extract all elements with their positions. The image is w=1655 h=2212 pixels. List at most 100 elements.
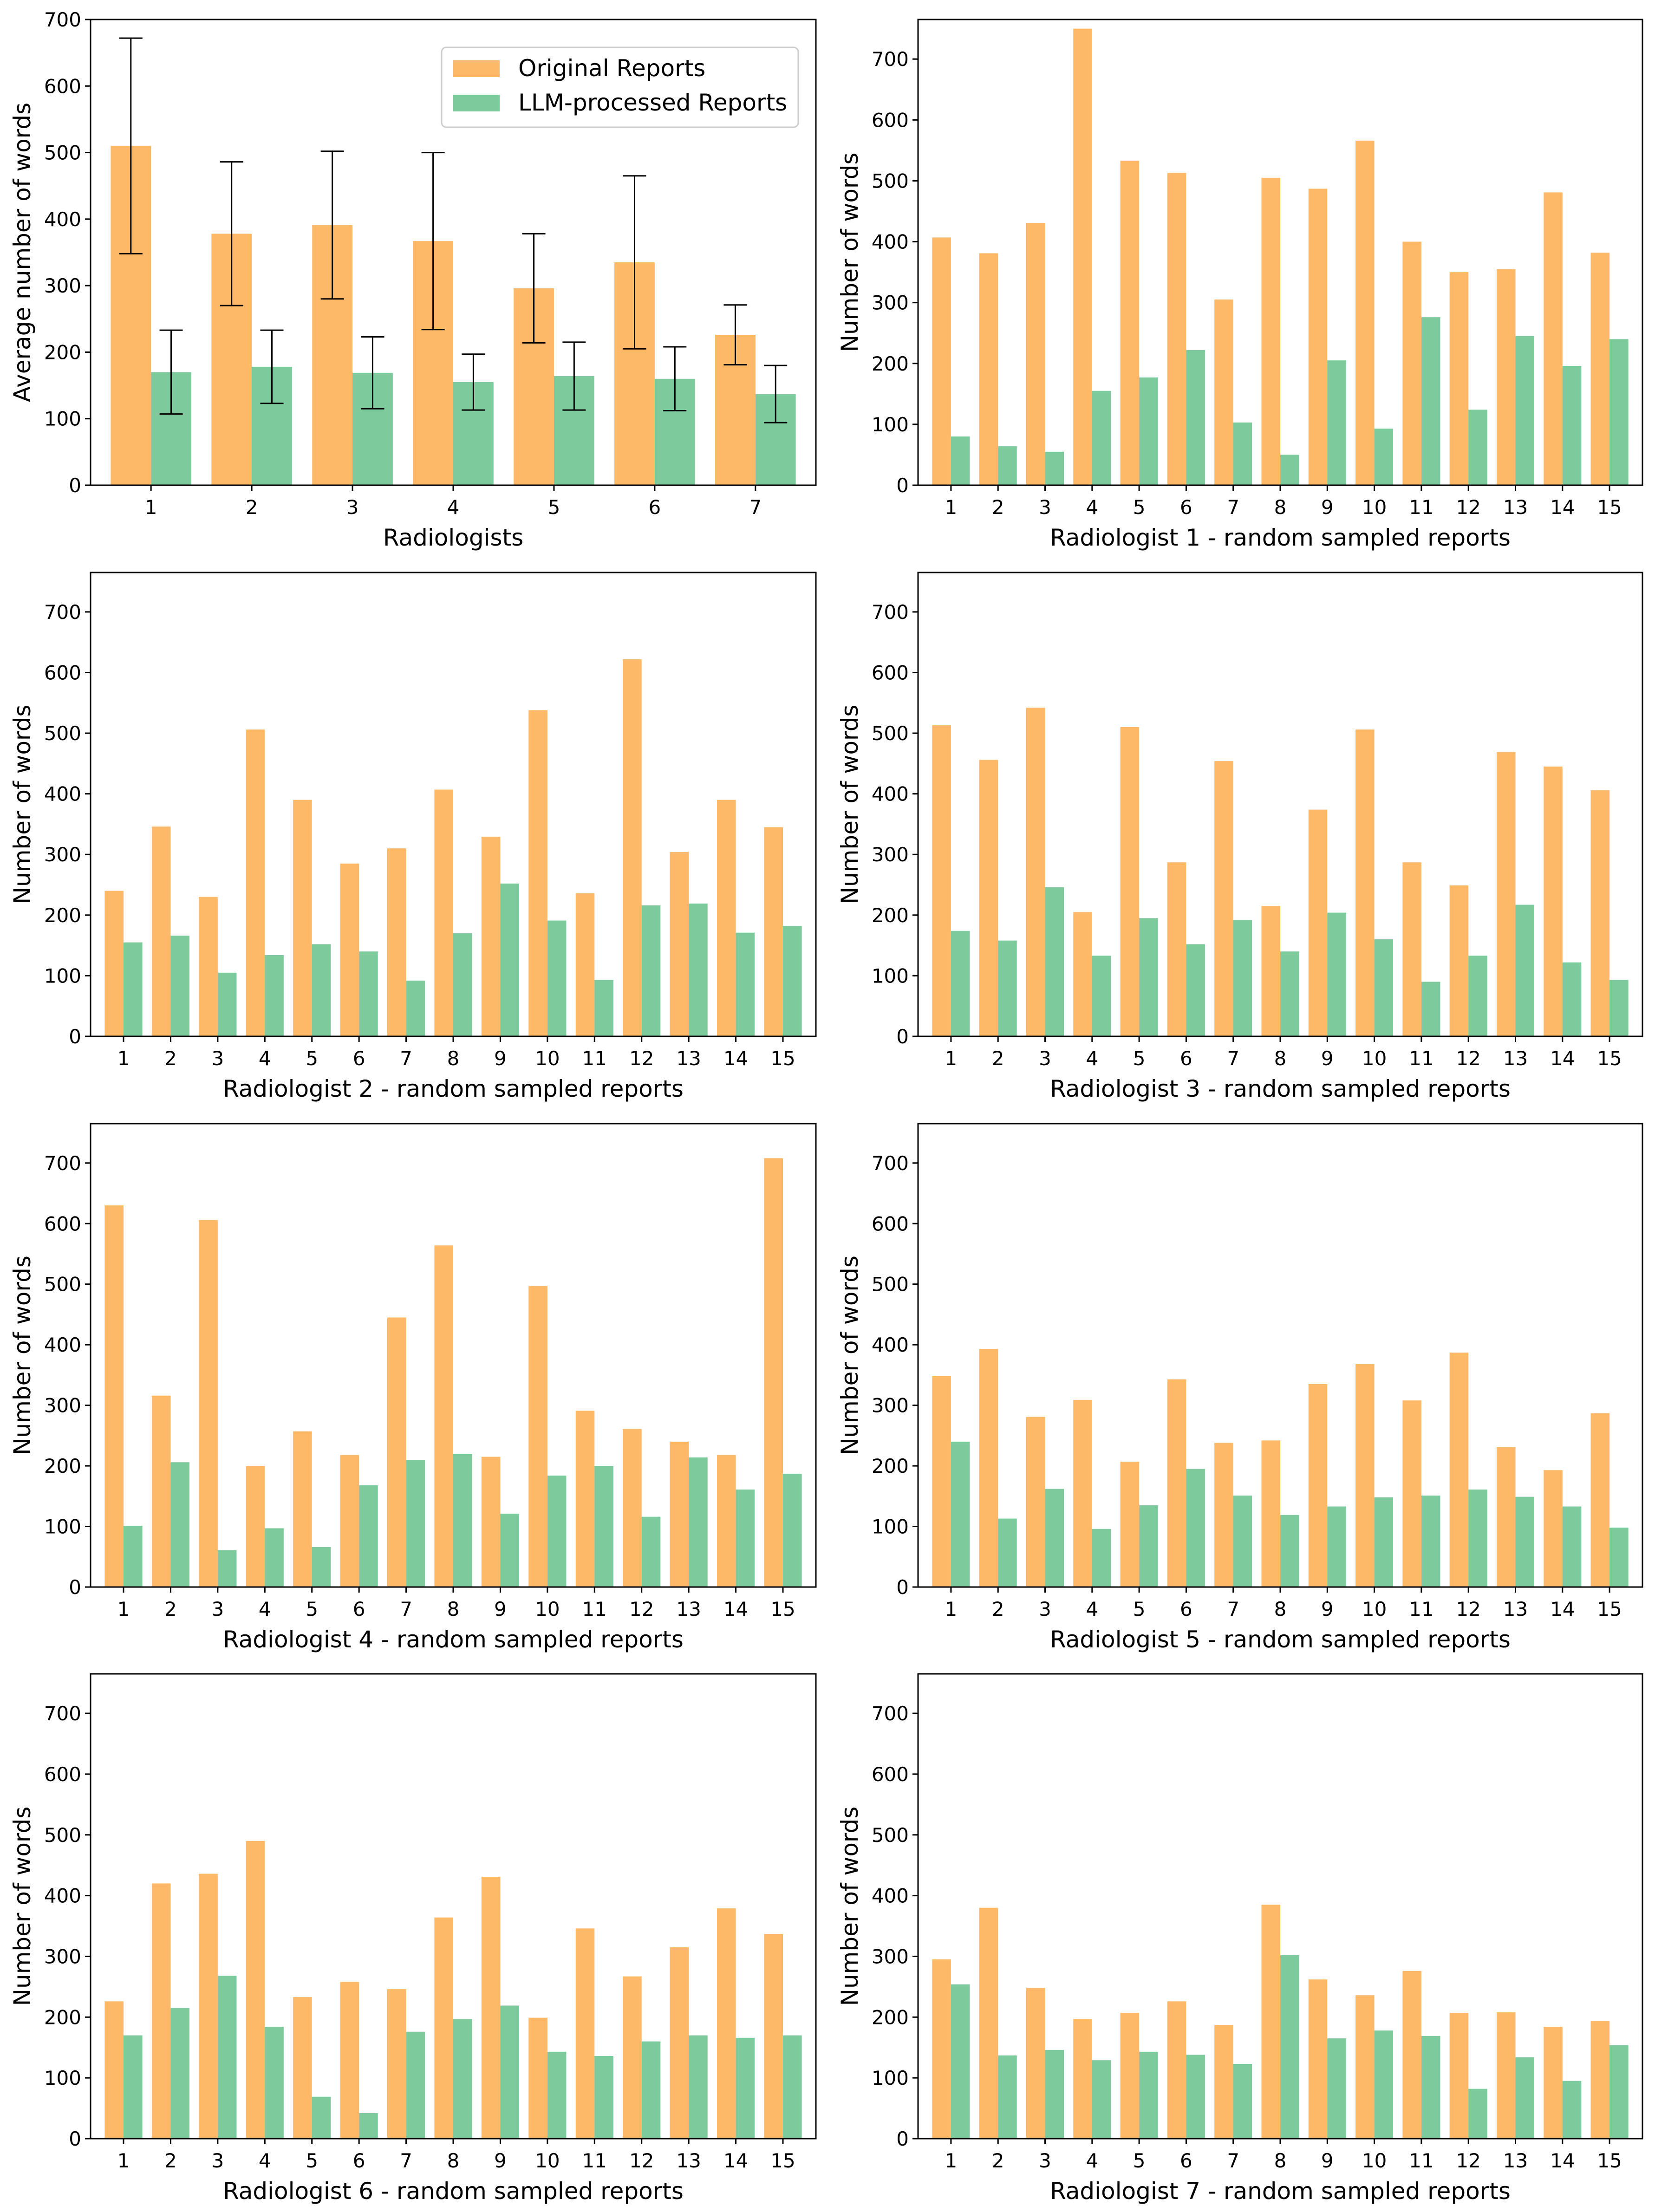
- legend-box: [441, 46, 799, 128]
- llm-bar-11: [1421, 2036, 1440, 2139]
- x-tick-label: 12: [1456, 1047, 1480, 1070]
- original-bar-4: [1073, 2019, 1092, 2139]
- original-errorbar-4: [421, 152, 445, 331]
- llm-bar-4: [1092, 1529, 1111, 1587]
- y-tick-label: 100: [44, 964, 81, 987]
- x-tick-label: 8: [1274, 1598, 1287, 1620]
- x-tick-label: 1: [945, 1598, 958, 1620]
- original-bar-15: [764, 827, 783, 1036]
- y-tick-label: 200: [44, 1455, 81, 1477]
- y-tick-label: 100: [44, 408, 81, 430]
- x-tick-label: 7: [749, 496, 762, 519]
- x-tick-label: 4: [1086, 2149, 1098, 2172]
- original-bar-10: [1355, 729, 1375, 1036]
- llm-bar-4: [265, 2027, 284, 2139]
- y-tick-label: 600: [872, 661, 909, 684]
- llm-bar-9: [500, 883, 519, 1036]
- x-tick-label: 4: [259, 1598, 271, 1620]
- legend-label-llm: LLM-processed Reports: [518, 89, 787, 116]
- original-bar-10: [528, 2017, 547, 2139]
- original-bar-15: [1590, 2021, 1610, 2139]
- x-tick-label: 15: [770, 2149, 795, 2172]
- llm-bar-15: [1609, 980, 1629, 1036]
- llm-bar-14: [1562, 1506, 1582, 1587]
- original-bar-5: [1120, 1461, 1140, 1587]
- llm-bar-3: [217, 1976, 237, 2139]
- llm-bar-8: [1280, 455, 1299, 485]
- y-tick-label: 300: [872, 1394, 909, 1417]
- llm-bar-6: [359, 2113, 378, 2139]
- original-bar-2: [979, 1907, 998, 2139]
- x-tick-label: 11: [582, 2149, 607, 2172]
- llm-bar-1: [124, 2035, 143, 2139]
- x-axis-label: Radiologist 7 - random sampled reports: [1050, 2178, 1511, 2205]
- y-tick-label: 400: [872, 231, 909, 254]
- original-bar-4: [1073, 912, 1092, 1036]
- original-bar-7: [1214, 299, 1233, 485]
- llm-bar-13: [689, 904, 708, 1036]
- original-bar-11: [1402, 1971, 1421, 2139]
- x-tick-label: 14: [1550, 496, 1575, 519]
- llm-bar-12: [1468, 956, 1487, 1036]
- original-bar-10: [1355, 1995, 1375, 2139]
- llm-bar-9: [500, 1514, 519, 1587]
- y-tick-label: 0: [896, 1025, 909, 1048]
- y-tick-label: 400: [44, 783, 81, 806]
- llm-bar-6: [1186, 350, 1205, 485]
- llm-bar-5: [1139, 918, 1158, 1036]
- y-tick-label: 700: [44, 1702, 81, 1725]
- llm-bar-11: [1421, 1496, 1440, 1587]
- llm-bar-9: [1327, 912, 1346, 1036]
- original-bar-9: [1308, 1979, 1328, 2139]
- llm-bar-15: [1609, 1528, 1629, 1587]
- original-bar-11: [1402, 1400, 1421, 1587]
- x-tick-label: 5: [1133, 1047, 1146, 1070]
- original-bar-14: [717, 1455, 736, 1587]
- x-tick-label: 9: [1321, 496, 1334, 519]
- y-tick-label: 300: [44, 1394, 81, 1417]
- original-bar-2: [979, 1349, 998, 1587]
- original-bar-8: [434, 1917, 453, 2139]
- x-tick-label: 3: [1039, 1047, 1051, 1070]
- y-axis-label: Number of words: [9, 1256, 36, 1455]
- original-bar-10: [1355, 1364, 1375, 1587]
- x-tick-label: 3: [211, 1598, 224, 1620]
- x-tick-label: 12: [629, 1047, 654, 1070]
- x-axis-label: Radiologist 6 - random sampled reports: [223, 2178, 684, 2205]
- llm-bar-2: [998, 940, 1017, 1036]
- y-axis-label: Number of words: [9, 705, 36, 904]
- original-bar-14: [1544, 766, 1563, 1036]
- llm-bar-11: [594, 980, 613, 1036]
- x-tick-label: 3: [346, 496, 359, 519]
- x-tick-label: 14: [1550, 1598, 1575, 1620]
- llm-bar-8: [453, 933, 472, 1036]
- x-tick-label: 7: [1227, 1047, 1239, 1070]
- original-bar-5: [293, 1997, 312, 2139]
- x-tick-label: 8: [1274, 2149, 1287, 2172]
- original-bar-7: [387, 848, 406, 1036]
- llm-bar-8: [1280, 1515, 1299, 1587]
- y-tick-label: 300: [872, 292, 909, 314]
- llm-bar-14: [1562, 2081, 1582, 2139]
- llm-bar-8: [453, 2019, 472, 2139]
- x-axis-label: Radiologist 5 - random sampled reports: [1050, 1626, 1511, 1653]
- x-tick-label: 5: [306, 1598, 318, 1620]
- y-tick-label: 100: [44, 1516, 81, 1538]
- llm-bar-12: [641, 905, 661, 1036]
- x-tick-label: 9: [494, 1598, 507, 1620]
- original-bar-1: [104, 2001, 124, 2139]
- y-tick-label: 100: [872, 2067, 909, 2089]
- x-tick-label: 5: [306, 1047, 318, 1070]
- original-bar-15: [1590, 790, 1610, 1036]
- original-bar-13: [1496, 1447, 1516, 1587]
- llm-bar-6: [1186, 2055, 1205, 2139]
- legend: Original Reports LLM-processed Reports: [441, 46, 799, 128]
- x-tick-label: 12: [629, 1598, 654, 1620]
- llm-bar-11: [1421, 317, 1440, 485]
- x-tick-label: 11: [582, 1598, 607, 1620]
- original-bar-4: [246, 729, 265, 1036]
- llm-bar-13: [1515, 336, 1535, 485]
- original-bar-12: [623, 1976, 642, 2139]
- llm-bar-5: [312, 1547, 331, 1587]
